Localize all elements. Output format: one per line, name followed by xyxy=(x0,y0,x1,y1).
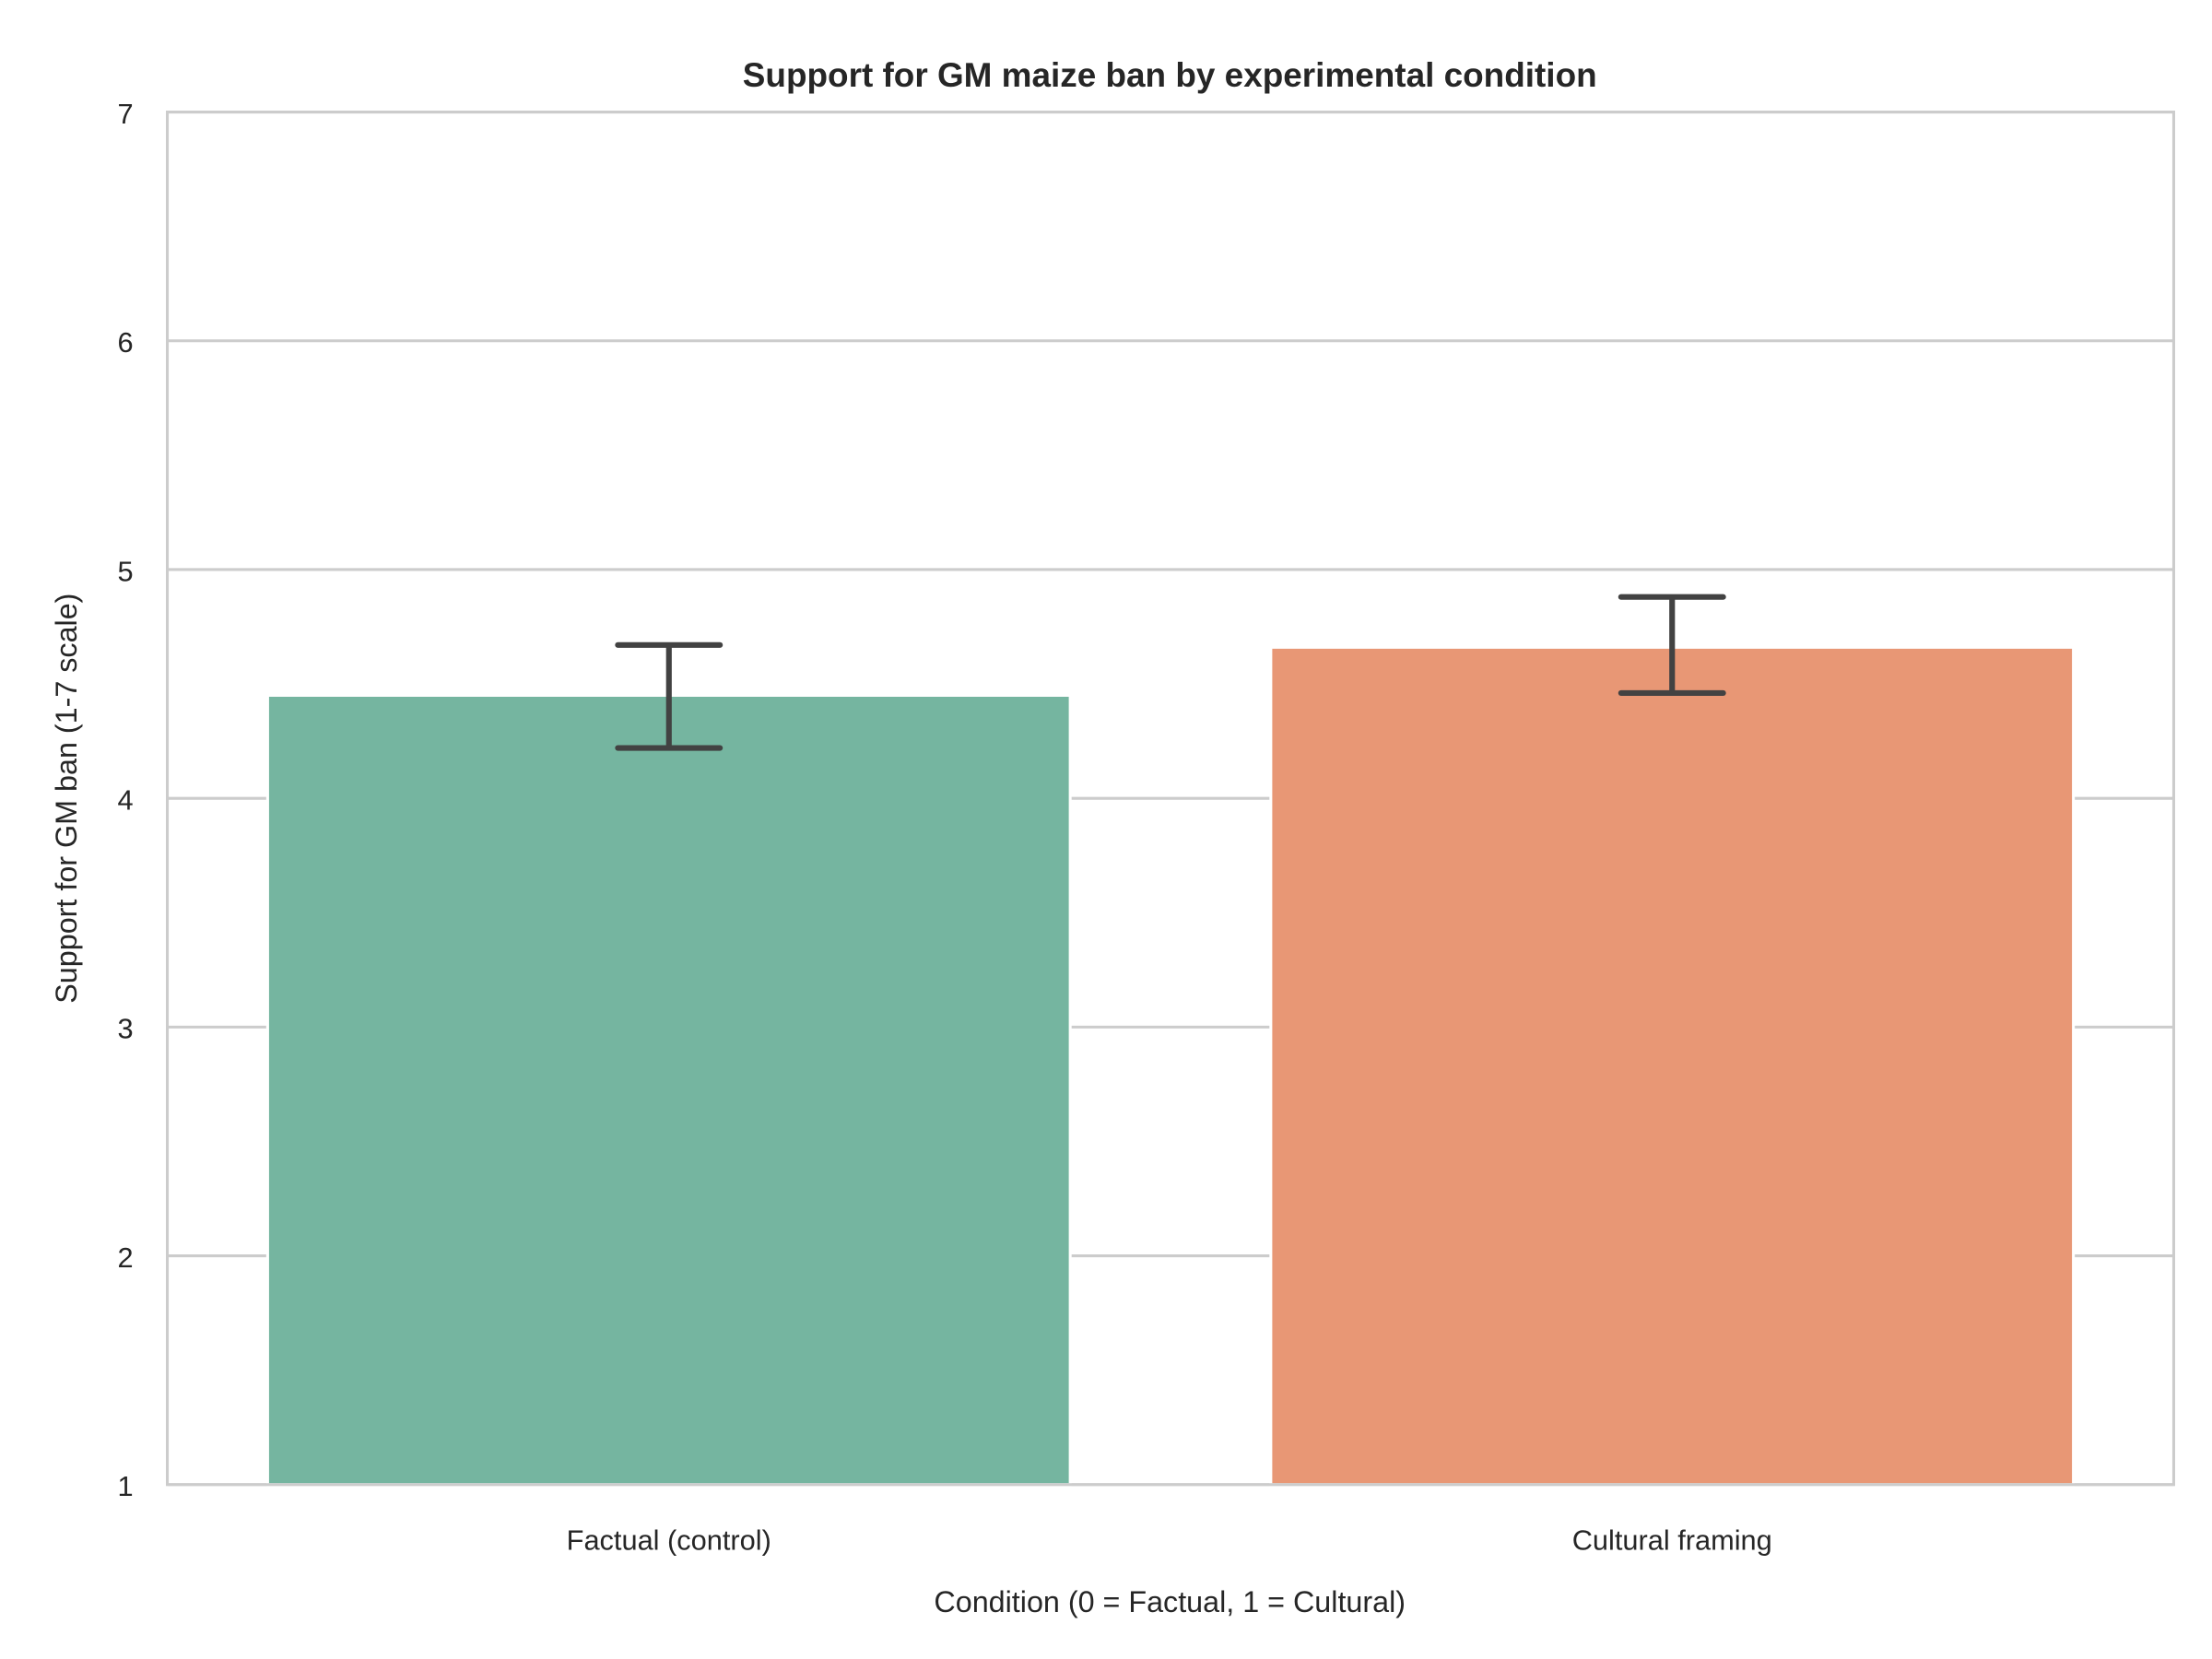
x-tick-label: Cultural framing xyxy=(1572,1524,1772,1557)
y-tick-labels: 1 2 3 4 5 6 7 xyxy=(118,98,134,1502)
y-tick-label: 1 xyxy=(118,1470,134,1502)
y-tick-label: 2 xyxy=(118,1241,134,1274)
x-tick-label: Factual (control) xyxy=(567,1524,771,1557)
plot-frame xyxy=(166,111,2175,1487)
bar-1 xyxy=(1269,645,2076,1487)
y-axis-label: Support for GM ban (1-7 scale) xyxy=(50,594,83,1004)
y-tick-label: 6 xyxy=(118,326,134,359)
error-bars xyxy=(615,594,1726,751)
chart-title: Support for GM maize ban by experimental… xyxy=(743,56,1597,94)
y-tick-label: 5 xyxy=(118,555,134,587)
y-tick-label: 7 xyxy=(118,98,134,130)
x-axis-label: Condition (0 = Factual, 1 = Cultural) xyxy=(934,1585,1406,1618)
x-tick-labels: Factual (control) Cultural framing xyxy=(567,1524,1772,1557)
bars xyxy=(265,645,2076,1487)
y-tick-label: 4 xyxy=(118,783,134,816)
bar-0 xyxy=(265,693,1072,1487)
y-tick-label: 3 xyxy=(118,1013,134,1045)
